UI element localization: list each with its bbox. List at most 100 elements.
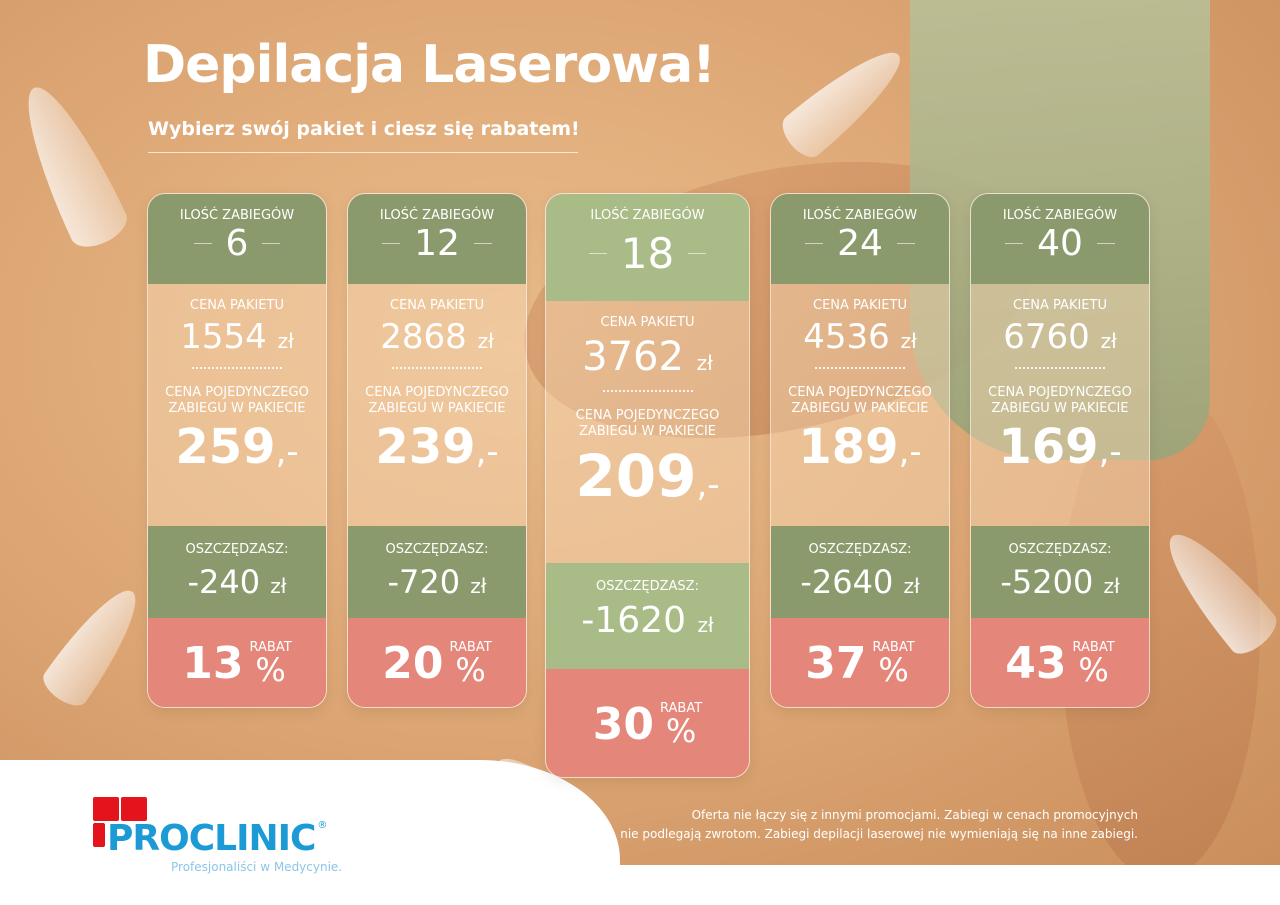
- savings-section: OSZCZĘDZASZ: -240 zł: [148, 526, 326, 618]
- currency: zł: [470, 574, 487, 598]
- discount-value: 30: [592, 698, 655, 750]
- count-section: ILOŚĆ ZABIEGÓW 6: [148, 194, 326, 284]
- single-price-suffix: ,-: [1098, 432, 1122, 472]
- count-value: 40: [1037, 223, 1083, 264]
- dash-decoration: [382, 243, 401, 244]
- discount-section: 43 RABAT%: [971, 618, 1149, 707]
- currency: zł: [1103, 574, 1120, 598]
- savings-value: -240: [187, 563, 261, 601]
- single-price-label: CENA POJEDYNCZEGO ZABIEGU W PAKIECIE: [165, 385, 309, 416]
- currency: zł: [697, 613, 714, 637]
- discount-label: RABAT: [660, 700, 703, 716]
- package-price-label: CENA PAKIETU: [190, 298, 284, 313]
- currency: zł: [1100, 329, 1117, 353]
- price-section: CENA PAKIETU 6760 zł CENA POJEDYNCZEGO Z…: [971, 284, 1149, 526]
- percent-sign: %: [1078, 651, 1109, 689]
- logo-square: [93, 797, 119, 821]
- count-section: ILOŚĆ ZABIEGÓW 40: [971, 194, 1149, 284]
- savings-value: -5200: [1000, 563, 1094, 601]
- logo-tagline: Profesjonaliści w Medycynie.: [171, 860, 343, 874]
- package-price-label: CENA PAKIETU: [1013, 298, 1107, 313]
- discount-value: 43: [1005, 638, 1067, 689]
- count-section: ILOŚĆ ZABIEGÓW 18: [546, 194, 749, 301]
- count-section: ILOŚĆ ZABIEGÓW 24: [771, 194, 949, 284]
- count-value: 24: [837, 223, 883, 264]
- dash-decoration: [805, 243, 824, 244]
- count-label: ILOŚĆ ZABIEGÓW: [1002, 208, 1118, 223]
- single-price-suffix: ,-: [696, 465, 720, 505]
- currency: zł: [696, 351, 713, 375]
- package-price-label: CENA PAKIETU: [600, 315, 695, 330]
- savings-value: -2640: [800, 563, 894, 601]
- count-value: 18: [620, 229, 675, 278]
- logo-registered: ®: [317, 820, 328, 831]
- subtitle: Wybierz swój pakiet i ciesz się rabatem!: [148, 118, 580, 140]
- dotted-divider: [192, 367, 282, 369]
- count-label: ILOŚĆ ZABIEGÓW: [179, 208, 295, 223]
- package-price-value: 6760: [1003, 317, 1090, 357]
- single-price-label: CENA POJEDYNCZEGO ZABIEGU W PAKIECIE: [788, 385, 932, 416]
- discount-label: RABAT: [449, 640, 492, 655]
- footer-strip: [0, 865, 1280, 905]
- dotted-divider: [1015, 367, 1105, 369]
- single-price-label: CENA POJEDYNCZEGO ZABIEGU W PAKIECIE: [575, 408, 720, 439]
- price-section: CENA PAKIETU 4536 zł CENA POJEDYNCZEGO Z…: [771, 284, 949, 526]
- discount-value: 37: [805, 638, 867, 689]
- divider: [148, 152, 578, 153]
- disclaimer: Oferta nie łączy się z innymi promocjami…: [620, 806, 1138, 844]
- savings-label: OSZCZĘDZASZ:: [385, 542, 489, 557]
- price-section: CENA PAKIETU 3762 zł CENA POJEDYNCZEGO Z…: [546, 301, 749, 563]
- dotted-divider: [602, 390, 693, 392]
- package-card: ILOŚĆ ZABIEGÓW 40 CENA PAKIETU 6760 zł C…: [970, 193, 1150, 708]
- logo-square: [121, 797, 147, 821]
- single-price-value: 239: [375, 419, 476, 475]
- discount-section: 20 RABAT%: [348, 618, 526, 707]
- count-label: ILOŚĆ ZABIEGÓW: [379, 208, 495, 223]
- currency: zł: [900, 329, 917, 353]
- logo-square: [93, 823, 105, 847]
- savings-section: OSZCZĘDZASZ: -5200 zł: [971, 526, 1149, 618]
- savings-label: OSZCZĘDZASZ:: [808, 542, 912, 557]
- percent-sign: %: [255, 651, 286, 689]
- currency: zł: [903, 574, 920, 598]
- proclinic-logo: PROCLINIC ® Profesjonaliści w Medycynie.: [93, 797, 393, 877]
- package-price-value: 3762: [582, 334, 684, 380]
- dotted-divider: [815, 367, 905, 369]
- currency: zł: [270, 574, 287, 598]
- package-price-value: 4536: [803, 317, 890, 357]
- savings-label: OSZCZĘDZASZ:: [185, 542, 289, 557]
- count-value: 6: [225, 223, 249, 264]
- package-price-value: 2868: [380, 317, 467, 357]
- single-price-value: 189: [798, 419, 899, 475]
- discount-label: RABAT: [249, 640, 292, 655]
- package-price-label: CENA PAKIETU: [813, 298, 907, 313]
- single-price-suffix: ,-: [475, 432, 499, 472]
- discount-section: 13 RABAT%: [148, 618, 326, 707]
- package-card: ILOŚĆ ZABIEGÓW 6 CENA PAKIETU 1554 zł CE…: [147, 193, 327, 708]
- dash-decoration: [193, 243, 212, 244]
- dash-decoration: [262, 243, 281, 244]
- package-card: ILOŚĆ ZABIEGÓW 12 CENA PAKIETU 2868 zł C…: [347, 193, 527, 708]
- savings-label: OSZCZĘDZASZ:: [1008, 542, 1112, 557]
- package-price-value: 1554: [180, 317, 267, 357]
- dotted-divider: [392, 367, 482, 369]
- dash-decoration: [473, 243, 492, 244]
- single-price-label: CENA POJEDYNCZEGO ZABIEGU W PAKIECIE: [365, 385, 509, 416]
- dash-decoration: [896, 243, 915, 244]
- logo-brand-row: PROCLINIC ®: [107, 821, 327, 857]
- disclaimer-line: Oferta nie łączy się z innymi promocjami…: [691, 808, 1138, 822]
- logo-brand: PROCLINIC: [107, 818, 316, 859]
- discount-label: RABAT: [872, 640, 915, 655]
- dash-decoration: [1005, 243, 1024, 244]
- currency: zł: [277, 329, 294, 353]
- discount-section: 37 RABAT%: [771, 618, 949, 707]
- dash-decoration: [1096, 243, 1115, 244]
- discount-section: 30 RABAT%: [546, 669, 749, 777]
- savings-value: -720: [387, 563, 461, 601]
- page-title: Depilacja Laserowa!: [143, 35, 716, 95]
- single-price-value: 259: [175, 419, 276, 475]
- savings-value: -1620: [581, 600, 686, 641]
- disclaimer-line: nie podlegają zwrotom. Zabiegi depilacji…: [620, 827, 1138, 841]
- count-label: ILOŚĆ ZABIEGÓW: [802, 208, 918, 223]
- single-price-suffix: ,-: [898, 432, 922, 472]
